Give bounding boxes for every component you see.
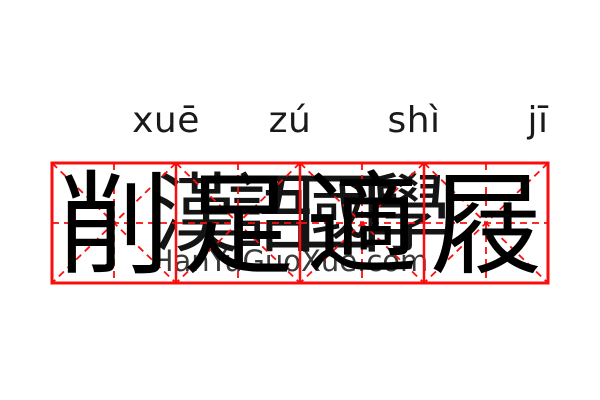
idiom-char-1: 削: [58, 161, 170, 291]
pinyin-row: xuē zú shì jī: [52, 98, 548, 144]
idiom-char-2: 足: [182, 161, 294, 291]
pinyin-syllable-3: shì: [387, 100, 441, 141]
idiom-char-3: 適: [306, 161, 418, 291]
pinyin-syllable-1: xuē: [132, 100, 200, 141]
idiom-char-4: 屐: [430, 161, 542, 291]
pinyin-syllable-4: jī: [527, 100, 549, 141]
pinyin-syllable-2: zú: [268, 100, 312, 141]
